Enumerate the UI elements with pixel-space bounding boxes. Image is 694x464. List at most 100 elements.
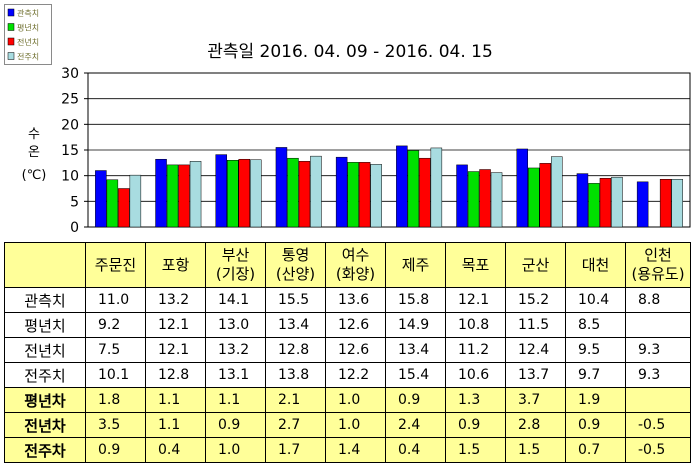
y-tick-label: 30 [61, 66, 79, 82]
y-tick-label: 15 [61, 143, 79, 159]
data-bar [287, 157, 299, 228]
station-header: 부산 (기장) [205, 242, 266, 288]
table-cell: 2.7 [265, 412, 326, 438]
table-cell: 12.6 [325, 337, 386, 363]
table-cell: 0.9 [205, 412, 266, 438]
table-cell: -0.5 [625, 437, 691, 463]
table-cell: 0.4 [145, 437, 206, 463]
table-cell: 13.2 [205, 337, 266, 363]
data-bar [310, 155, 322, 228]
table-cell: 3.5 [85, 412, 146, 438]
table-cell: 9.7 [565, 362, 626, 388]
data-bar [479, 169, 491, 228]
legend-swatch [7, 8, 15, 17]
table-cell: 1.0 [205, 437, 266, 463]
table-cell: 0.4 [385, 437, 446, 463]
table-cell: 1.5 [445, 437, 506, 463]
table-cell: 12.1 [145, 337, 206, 363]
data-bar [189, 161, 202, 228]
table-cell: 9.5 [565, 337, 626, 363]
row-label: 전년차 [4, 412, 86, 438]
data-bar [155, 158, 167, 228]
table-cell: 9.2 [85, 312, 146, 338]
table-row: 전년치 7.5 12.1 13.2 12.8 12.6 13.4 11.2 12.4 9.5 9.3 [4, 337, 691, 363]
table-row: 평년차 1.8 1.1 1.1 2.1 1.0 0.9 1.3 3.7 1.9 [4, 387, 691, 413]
table-cell: 12.8 [145, 362, 206, 388]
table-body: 관측치 11.0 13.2 14.1 15.5 13.6 15.8 12.1 15.2 10.4 8… [4, 287, 691, 463]
data-bar [166, 164, 179, 228]
data-bar [358, 162, 371, 228]
row-label: 전주차 [4, 437, 86, 463]
data-bar [516, 148, 528, 228]
table-cell: 15.5 [265, 287, 326, 313]
data-bar [275, 147, 288, 228]
row-label: 전년치 [4, 337, 86, 363]
data-bar [215, 154, 227, 228]
data-bar [118, 188, 130, 228]
table-row: 전주치 10.1 12.8 13.1 13.8 12.2 15.4 10.6 13.7 9.7 9.… [4, 362, 691, 388]
data-bar [659, 179, 672, 228]
table-corner-cell [4, 242, 86, 288]
data-bar [106, 179, 119, 228]
table-cell: 1.3 [445, 387, 506, 413]
table-cell: 15.2 [505, 287, 566, 313]
table-cell: 1.4 [325, 437, 386, 463]
table-row: 평년치 9.2 12.1 13.0 13.4 12.6 14.9 10.8 11.5 8.5 [4, 312, 691, 338]
table-cell: 0.9 [565, 412, 626, 438]
table-cell: 10.4 [565, 287, 626, 313]
table-cell: 9.3 [625, 362, 691, 388]
data-bar [396, 145, 408, 228]
table-cell: 1.9 [565, 387, 626, 413]
table-cell: 1.5 [505, 437, 566, 463]
table-row: 전년차 3.5 1.1 0.9 2.7 1.0 2.4 0.9 2.8 0.9 -0.5 [4, 412, 691, 438]
data-table: 주문진 포항 부산 (기장) 통영 (산양) 여수 (화양) 제주 목포 군산 대천 인천 (용유… [4, 242, 691, 463]
data-bar [227, 160, 239, 228]
table-cell: 13.0 [205, 312, 266, 338]
data-bar [551, 156, 563, 228]
table-cell: 15.4 [385, 362, 446, 388]
table-cell: 11.2 [445, 337, 506, 363]
table-cell: 0.9 [445, 412, 506, 438]
table-cell: 0.9 [385, 387, 446, 413]
y-tick-label: 25 [61, 92, 79, 108]
table-cell: 12.1 [445, 287, 506, 313]
table-cell: 13.2 [145, 287, 206, 313]
data-bar [238, 158, 250, 228]
table-cell: 13.6 [325, 287, 386, 313]
row-label: 전주치 [4, 362, 86, 388]
row-label: 관측치 [4, 287, 86, 313]
table-cell: 12.1 [145, 312, 206, 338]
table-cell: 3.7 [505, 387, 566, 413]
station-header: 제주 [385, 242, 446, 288]
data-bar [298, 161, 311, 228]
table-cell: 2.1 [265, 387, 326, 413]
table-cell: 8.5 [565, 312, 626, 338]
data-bar [528, 167, 540, 228]
table-cell: 15.8 [385, 287, 446, 313]
legend-label: 평년치 [17, 23, 39, 33]
data-bar [95, 170, 107, 228]
data-bar [129, 174, 142, 228]
data-bar [490, 172, 503, 228]
table-cell: 13.7 [505, 362, 566, 388]
data-bar [636, 181, 649, 228]
table-row: 전주차 0.9 0.4 1.0 1.7 1.4 0.4 1.5 1.5 0.7 -0.5 [4, 437, 691, 463]
data-bar [456, 164, 468, 228]
table-cell: 10.1 [85, 362, 146, 388]
data-bar [576, 173, 589, 228]
table-cell: 14.1 [205, 287, 266, 313]
legend-swatch [7, 37, 15, 46]
y-axis-label-line: 온 [28, 145, 40, 160]
data-bar [671, 179, 683, 228]
table-cell: 2.4 [385, 412, 446, 438]
table-header-row: 주문진 포항 부산 (기장) 통영 (산양) 여수 (화양) 제주 목포 군산 대천 인천 (용유… [4, 242, 691, 288]
y-tick-label: 20 [61, 117, 79, 133]
table-cell: -0.5 [625, 412, 691, 438]
station-header: 인천 (용유도) [625, 242, 691, 288]
data-bar [335, 156, 348, 228]
station-header: 포항 [145, 242, 206, 288]
table-cell: 13.4 [385, 337, 446, 363]
legend-label: 전주치 [17, 52, 39, 62]
